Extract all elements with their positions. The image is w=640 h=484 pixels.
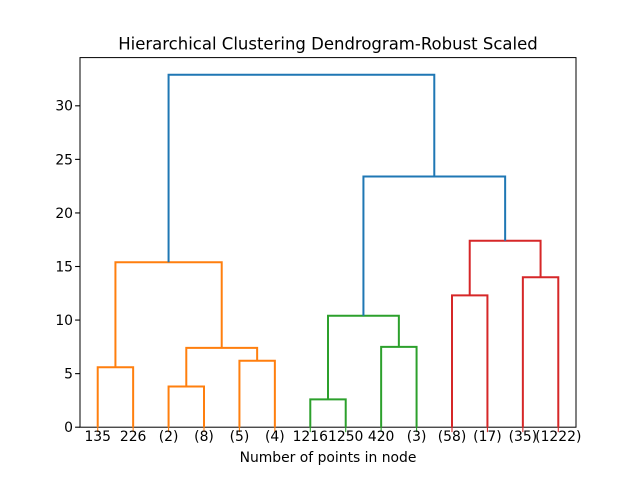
leaf-label: (4) — [265, 429, 285, 445]
y-tick-label: 25 — [55, 152, 73, 168]
link-35-1222 — [521, 276, 560, 428]
link-1216-1250 — [309, 398, 347, 428]
dendrogram-links — [96, 73, 560, 428]
leaf-label: (2) — [159, 429, 179, 445]
y-axis-ticks: 0 5 10 15 20 25 30 — [55, 99, 80, 436]
leaf-label: (3) — [407, 429, 427, 445]
y-tick-label: 15 — [55, 259, 73, 275]
link-58-17 — [451, 294, 489, 428]
leaf-label: (1222) — [535, 429, 581, 445]
link-right-branch — [362, 175, 507, 316]
leaf-label: (58) — [438, 429, 467, 445]
leaf-label: 1216 — [293, 429, 328, 445]
leaf-label: 226 — [120, 429, 147, 445]
leaf-label: (5) — [230, 429, 250, 445]
chart-title: Hierarchical Clustering Dendrogram-Robus… — [118, 35, 538, 54]
link-green-root — [327, 314, 400, 400]
leaf-label: (8) — [194, 429, 214, 445]
y-tick-label: 5 — [64, 367, 73, 383]
link-135-226 — [96, 366, 135, 428]
link-orange-sub — [185, 346, 259, 387]
link-root — [167, 73, 436, 263]
leaf-label: (17) — [473, 429, 502, 445]
y-tick-label: 0 — [64, 420, 73, 436]
x-axis-ticks: 135 226 (2) (8) (5) (4) 1216 1250 420 (3) (58) (17)… — [84, 427, 581, 445]
link-420-3 — [380, 345, 418, 428]
link-orange-root — [114, 261, 223, 368]
leaf-label: 135 — [84, 429, 111, 445]
y-tick-label: 20 — [55, 206, 73, 222]
leaf-label: (35) — [509, 429, 538, 445]
y-tick-label: 30 — [55, 99, 73, 115]
y-tick-label: 10 — [55, 313, 73, 329]
link-5-4 — [238, 359, 276, 428]
x-axis-label: Number of points in node — [240, 450, 417, 466]
leaf-label: 420 — [368, 429, 395, 445]
axes-box — [79, 57, 577, 428]
link-red-root — [468, 239, 542, 296]
leaf-label: 1250 — [328, 429, 363, 445]
link-2-8 — [167, 385, 205, 428]
